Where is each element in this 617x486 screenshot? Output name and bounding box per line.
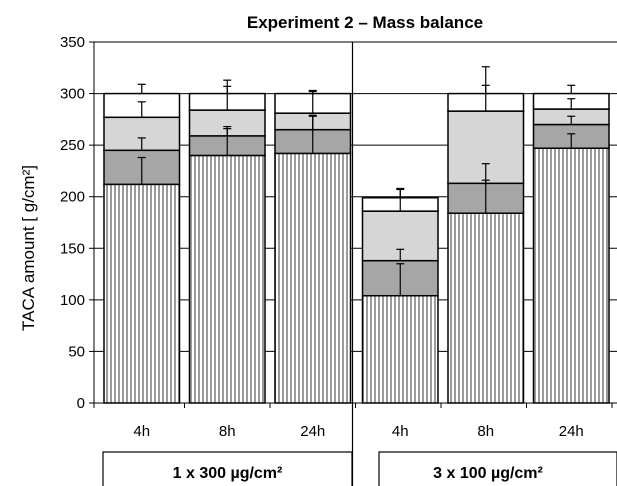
axis-labels: 0 50 100 150 200 250 300 350 4h 8h 24h 4h 8h 24h [60,34,584,440]
y-tick-label: 200 [60,189,85,206]
bar-segment [188,154,266,404]
y-tick-label: 150 [60,240,85,257]
x-tick-label: 4h [133,423,150,440]
y-tick-label: 250 [60,137,85,154]
y-axis-label: TACA amount [ g/cm²] [19,165,38,331]
gridlines [94,41,617,352]
x-tick-label: 8h [219,423,236,440]
group-box [102,451,353,486]
bar-segment [532,147,610,404]
group-label: 1 x 300 µg/cm² [173,465,283,482]
y-tick-label: 0 [77,395,85,412]
x-tick-label: 8h [477,423,494,440]
bar-segment [103,183,181,404]
y-tick-label: 300 [60,86,85,103]
bar-segment [447,212,525,404]
y-tick-label: 100 [60,292,85,309]
group-label: 3 x 100 µg/cm² [433,465,543,482]
x-tick-label: 24h [300,423,325,440]
x-tick-label: 4h [392,423,409,440]
error-bars [137,66,576,296]
y-tick-label: 50 [68,343,85,360]
x-tick-label: 24h [559,423,584,440]
bar-segment [361,294,439,404]
chart-title: Experiment 2 – Mass balance [247,13,483,32]
group-labels: 1 x 300 µg/cm² 3 x 100 µg/cm² [102,451,617,486]
bar-segment [274,152,352,404]
group-box [378,451,617,486]
y-tick-label: 350 [60,34,85,51]
axes [89,41,617,486]
